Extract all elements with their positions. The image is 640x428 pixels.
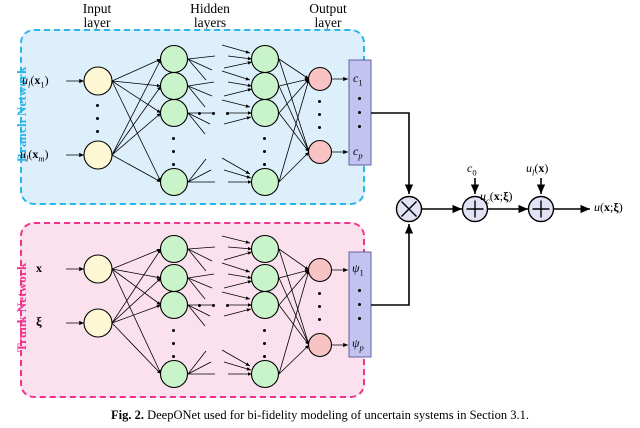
ellipsis-dot [263, 355, 267, 359]
ellipsis-dot [263, 329, 267, 333]
ellipsis-dot [358, 289, 362, 293]
header-hidden-layers: Hidden layers [190, 1, 230, 30]
ellipsis-dot [198, 112, 202, 116]
ellipsis-dot [358, 303, 362, 307]
ellipsis-dot [96, 117, 100, 121]
trunk-output-node-2 [307, 332, 333, 358]
branch-h1-node-2 [159, 71, 189, 101]
branch-input-node-1 [83, 66, 113, 96]
ellipsis-dot [198, 304, 202, 308]
branch-output-node-2 [307, 139, 333, 165]
c0-label: c0 [467, 161, 477, 178]
trunk-h1-node-1 [159, 234, 189, 264]
trunk-input-node-2 [83, 308, 113, 338]
ellipsis-dot [318, 113, 322, 117]
ellipsis-dot [318, 318, 322, 322]
branch-h2-node-4 [250, 167, 280, 197]
header-input-layer: Input layer [82, 1, 112, 30]
trunk-edges [66, 235, 348, 376]
ellipsis-dot [318, 292, 322, 296]
trunk-h1-node-3 [159, 290, 189, 320]
trunk-h2-node-4 [250, 359, 280, 389]
branch-input-node-2 [83, 140, 113, 170]
trunk-vector-label-1: ψ1 [352, 261, 364, 278]
branch-vector-label-2: cp [353, 144, 363, 161]
ul-x-label: ul(x) [526, 161, 549, 178]
branch-h1-node-1 [159, 44, 189, 74]
ellipsis-dot [263, 163, 267, 167]
ellipsis-dot [358, 317, 362, 321]
ellipsis-dot [318, 305, 322, 309]
ellipsis-dot [358, 97, 362, 101]
ellipsis-dot [172, 163, 176, 167]
ellipsis-dot [172, 150, 176, 154]
trunk-nodes [83, 234, 333, 389]
ellipsis-dot [96, 130, 100, 134]
trunk-h2-node-1 [250, 234, 280, 264]
figure-caption: Fig. 2. DeepONet used for bi-fidelity mo… [0, 408, 640, 423]
branch-edges [66, 44, 348, 184]
branch-h2-node-3 [250, 98, 280, 128]
branch-h1-node-4 [159, 167, 189, 197]
ellipsis-dot [172, 329, 176, 333]
ellipsis-dot [263, 342, 267, 346]
branch-h2-node-1 [250, 44, 280, 74]
ellipsis-dot [226, 304, 230, 308]
operator-nodes [395, 195, 555, 223]
branch-vector-label-1: c1 [353, 71, 363, 88]
output-label: u(x;ξ) [594, 200, 623, 214]
ellipsis-dot [318, 126, 322, 130]
ellipsis-dot [172, 355, 176, 359]
trunk-h2-node-3 [250, 290, 280, 320]
trunk-input-label-1: x [36, 261, 42, 275]
trunk-input-node-1 [83, 254, 113, 284]
ellipsis-dot [358, 125, 362, 129]
caption-text: DeepONet used for bi-fidelity modeling o… [143, 408, 529, 422]
branch-h1-node-3 [159, 98, 189, 128]
ellipsis-dot [358, 111, 362, 115]
trunk-output-node-1 [307, 257, 333, 283]
trunk-h2-node-2 [250, 263, 280, 293]
ellipsis-dot [226, 112, 230, 116]
ellipsis-dot [212, 304, 216, 308]
ellipsis-dot [318, 100, 322, 104]
combination-paths [371, 112, 590, 306]
branch-h2-node-2 [250, 71, 280, 101]
branch-output-node-1 [307, 66, 333, 92]
ellipsis-dot [263, 137, 267, 141]
caption-prefix: Fig. 2. [111, 408, 144, 422]
trunk-input-label-2: ξ [36, 314, 42, 329]
ellipsis-dot [96, 104, 100, 108]
ellipsis-dot [172, 137, 176, 141]
ellipsis-dot [263, 150, 267, 154]
branch-input-label-1: ul(x1) [22, 73, 49, 90]
uc-label: uc(x;ξ) [480, 189, 513, 206]
ellipsis-dot [172, 342, 176, 346]
branch-nodes [83, 44, 333, 197]
trunk-vector-label-2: ψp [352, 336, 364, 353]
branch-input-label-2: ul(xm) [20, 147, 49, 164]
trunk-h1-node-2 [159, 263, 189, 293]
header-output-layer: Output layer [309, 1, 347, 30]
ellipsis-dot [212, 112, 216, 116]
trunk-h1-node-4 [159, 359, 189, 389]
